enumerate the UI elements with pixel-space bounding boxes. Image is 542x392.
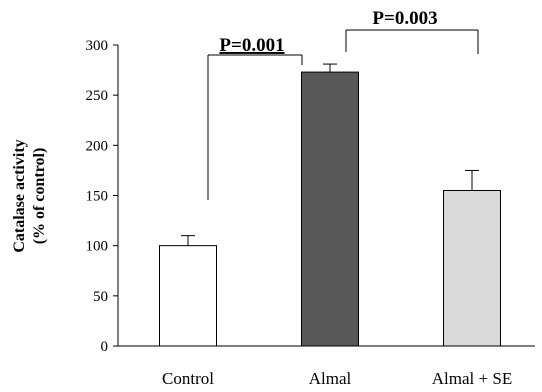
bar-control bbox=[159, 245, 217, 347]
bar-almal bbox=[301, 71, 359, 347]
x-category-label: Control bbox=[162, 369, 214, 388]
y-tick-label: 0 bbox=[101, 339, 109, 355]
p-value-label-2: P=0.003 bbox=[372, 8, 437, 29]
bars bbox=[159, 71, 501, 347]
error-bars bbox=[181, 63, 479, 246]
y-axis-title-line1: Catalase activity bbox=[11, 139, 28, 252]
y-tick-label: 150 bbox=[86, 189, 109, 205]
x-category-label: Almal bbox=[309, 369, 352, 388]
y-tick-label: 100 bbox=[86, 239, 109, 255]
y-tick-label: 250 bbox=[86, 88, 109, 104]
significance-annotations: P=0.001 P=0.003 bbox=[207, 8, 479, 200]
y-tick-label: 50 bbox=[93, 289, 108, 305]
y-axis-title-line2: (% of control) bbox=[31, 148, 48, 245]
x-category-label: Almal + SE bbox=[432, 369, 512, 388]
bar-almal-se bbox=[443, 189, 501, 347]
y-axis-title: Catalase activity (% of control) bbox=[11, 139, 48, 252]
y-tick-label: 200 bbox=[86, 138, 109, 154]
p-value-label-1: P=0.001 bbox=[219, 35, 284, 56]
y-tick-label: 300 bbox=[86, 38, 109, 54]
axes: 0 50 100 150 200 250 300 Control Almal Almal + SE bbox=[86, 38, 535, 388]
